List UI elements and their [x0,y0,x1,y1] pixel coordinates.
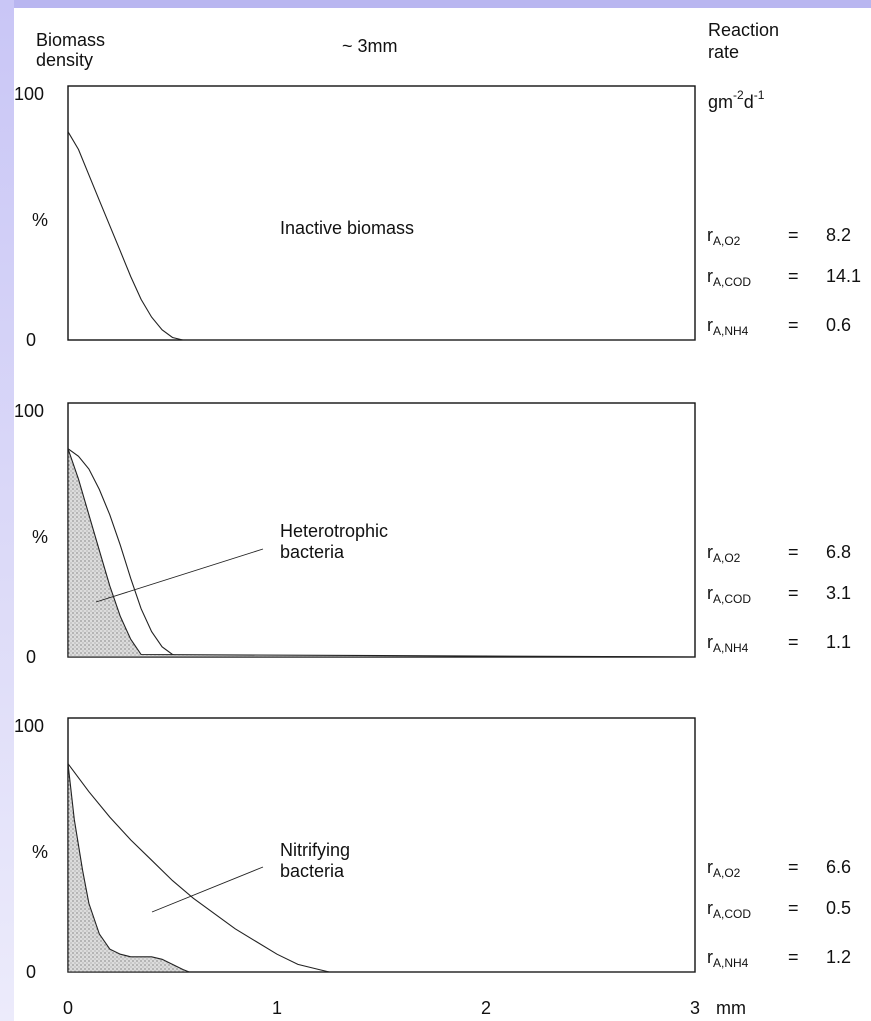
thickness-note: ~ 3mm [342,36,398,56]
y-tick-label: 0 [26,330,36,350]
rate-equals: = [788,857,799,877]
rate-equals: = [788,947,799,967]
label-pointer-line [95,548,264,603]
series-line [67,131,695,341]
rate-symbol: rA,NH4 [707,632,749,655]
series-line [67,763,695,973]
y-tick-label: 100 [14,716,44,736]
rate-equals: = [788,266,799,286]
rate-symbol: rA,COD [707,266,751,289]
x-tick-label: 0 [63,998,73,1018]
rate-value: 14.1 [826,266,861,286]
slide-top-band [0,0,871,8]
rate-value: 6.6 [826,857,851,877]
rate-equals: = [788,225,799,245]
x-tick-label: 1 [272,998,282,1018]
curve-label: Heterotrophic [280,521,388,541]
rate-equals: = [788,632,799,652]
rate-value: 1.1 [826,632,851,652]
rate-unit: gm-2d-1 [708,88,765,112]
y-axis-unit: % [32,527,48,547]
y-tick-label: 100 [14,401,44,421]
rate-value: 0.6 [826,315,851,335]
y-tick-label: 0 [26,962,36,982]
rate-equals: = [788,898,799,918]
y-axis-unit: % [32,842,48,862]
plot-frame [67,85,696,341]
chart-panel-1: 100% 0 Inactive biomass rA,O2 = 8.2 rA,COD = 14.… [14,84,861,350]
slide-left-band [0,0,14,1021]
x-tick-label: 2 [481,998,491,1018]
rate-value: 1.2 [826,947,851,967]
label-pointer-line [151,866,264,913]
rate-equals: = [788,315,799,335]
curve-label: bacteria [280,542,345,562]
rate-equals: = [788,542,799,562]
filled-series-area [67,763,695,973]
rate-title-line1: Reaction [708,20,779,40]
rate-symbol: rA,O2 [707,857,741,880]
rate-symbol: rA,COD [707,583,751,606]
plot-frame [67,717,696,973]
y-title-line2: density [36,50,93,70]
curve-label: bacteria [280,861,345,881]
rate-value: 3.1 [826,583,851,603]
rate-symbol: rA,NH4 [707,947,749,970]
rate-symbol: rA,O2 [707,542,741,565]
y-tick-label: 100 [14,84,44,104]
y-tick-label: 0 [26,647,36,667]
x-axis-unit: mm [716,998,746,1018]
filled-series-area [67,448,696,658]
curve-label: Nitrifying [280,840,350,860]
rate-symbol: rA,O2 [707,225,741,248]
x-tick-label: 3 [690,998,700,1018]
rate-equals: = [788,583,799,603]
rate-value: 0.5 [826,898,851,918]
rate-symbol: rA,COD [707,898,751,921]
y-axis-unit: % [32,210,48,230]
curve-label: Inactive biomass [280,218,414,238]
rate-symbol: rA,NH4 [707,315,749,338]
x-axis: 0 1 2 3 mm [63,998,746,1018]
y-title-line1: Biomass [36,30,105,50]
rate-value: 8.2 [826,225,851,245]
series-line [67,448,695,658]
rate-value: 6.8 [826,542,851,562]
rate-title-line2: rate [708,42,739,62]
